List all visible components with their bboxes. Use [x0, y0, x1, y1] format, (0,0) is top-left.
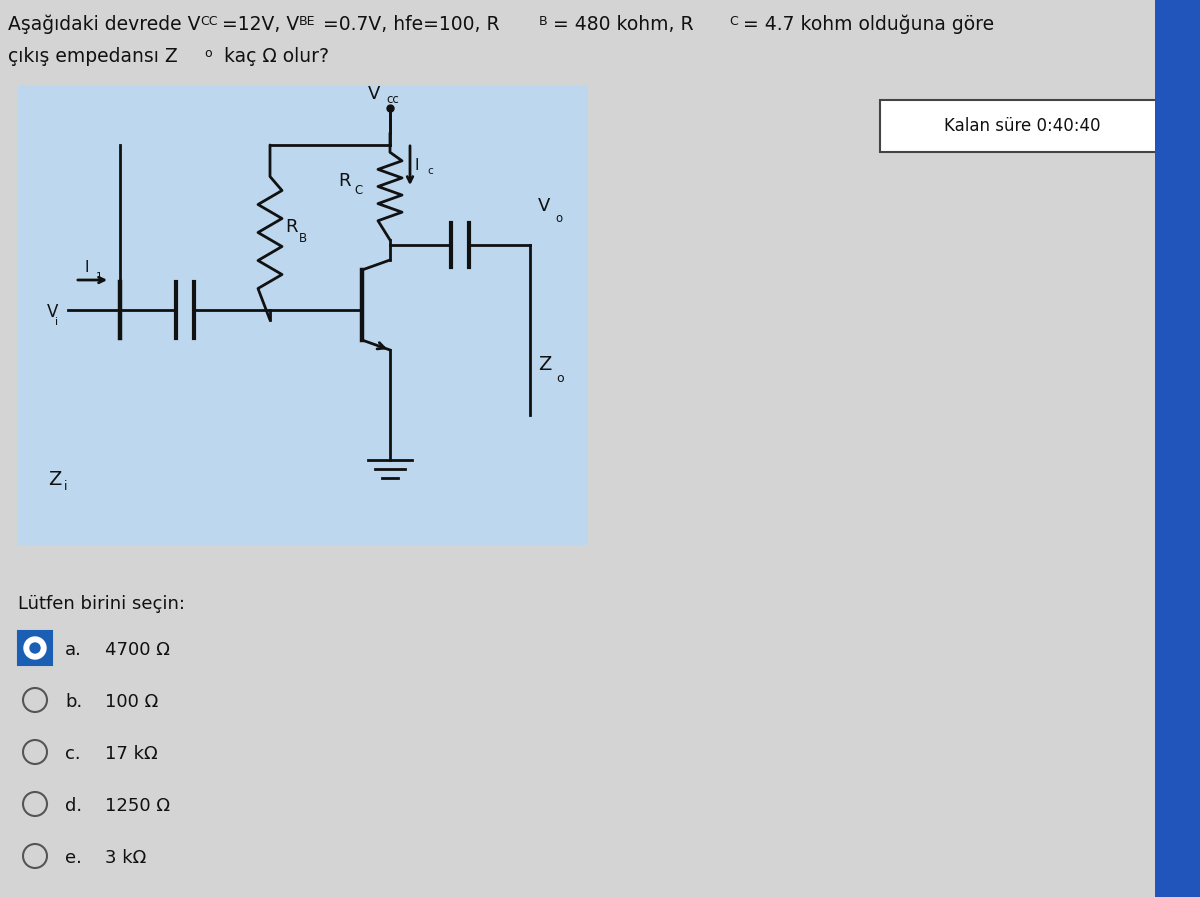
Text: cc: cc [386, 93, 398, 106]
Text: e.: e. [65, 849, 82, 867]
Text: o: o [554, 212, 562, 225]
Text: CC: CC [200, 15, 217, 28]
Text: =0.7V, hfe=100, R: =0.7V, hfe=100, R [323, 15, 499, 34]
Text: C: C [354, 185, 362, 197]
Text: R: R [338, 172, 350, 190]
Text: b.: b. [65, 693, 83, 711]
Text: Lütfen birini seçin:: Lütfen birini seçin: [18, 595, 185, 613]
Text: kaç Ω olur?: kaç Ω olur? [218, 47, 329, 66]
Text: B: B [539, 15, 547, 28]
Text: V: V [368, 85, 380, 103]
Text: V: V [538, 197, 551, 215]
Text: o: o [204, 47, 211, 60]
Text: B: B [299, 231, 307, 245]
Bar [18, 85, 588, 545]
Bar [1154, 0, 1200, 897]
Text: i: i [64, 480, 67, 493]
Text: Aşağıdaki devrede V: Aşağıdaki devrede V [8, 15, 200, 34]
Text: = 480 kohm, R: = 480 kohm, R [553, 15, 694, 34]
Text: 17 kΩ: 17 kΩ [106, 745, 157, 763]
Text: R: R [286, 218, 298, 236]
Text: Z: Z [48, 470, 61, 489]
Text: c.: c. [65, 745, 80, 763]
Text: =12V, V: =12V, V [222, 15, 299, 34]
Text: c: c [427, 166, 433, 176]
Bar [18, 631, 52, 665]
Text: C: C [730, 15, 738, 28]
Text: 3 kΩ: 3 kΩ [106, 849, 146, 867]
Text: 1: 1 [96, 272, 102, 282]
Text: Z: Z [538, 355, 551, 375]
Text: o: o [556, 371, 564, 385]
Text: BE: BE [299, 15, 316, 28]
Text: I: I [415, 158, 420, 172]
Text: 4700 Ω: 4700 Ω [106, 641, 170, 659]
Text: i: i [55, 317, 58, 327]
Text: a.: a. [65, 641, 82, 659]
Text: = 4.7 kohm olduğuna göre: = 4.7 kohm olduğuna göre [743, 15, 994, 34]
Text: V: V [47, 303, 58, 321]
Text: d.: d. [65, 797, 82, 815]
Circle shape [24, 637, 46, 659]
Text: 1250 Ω: 1250 Ω [106, 797, 170, 815]
Text: 100 Ω: 100 Ω [106, 693, 158, 711]
Text: I: I [85, 260, 89, 275]
Text: çıkış empedansı Z: çıkış empedansı Z [8, 47, 178, 66]
Bar [880, 100, 1165, 152]
Text: Kalan süre 0:40:40: Kalan süre 0:40:40 [943, 117, 1100, 135]
Circle shape [30, 643, 40, 653]
